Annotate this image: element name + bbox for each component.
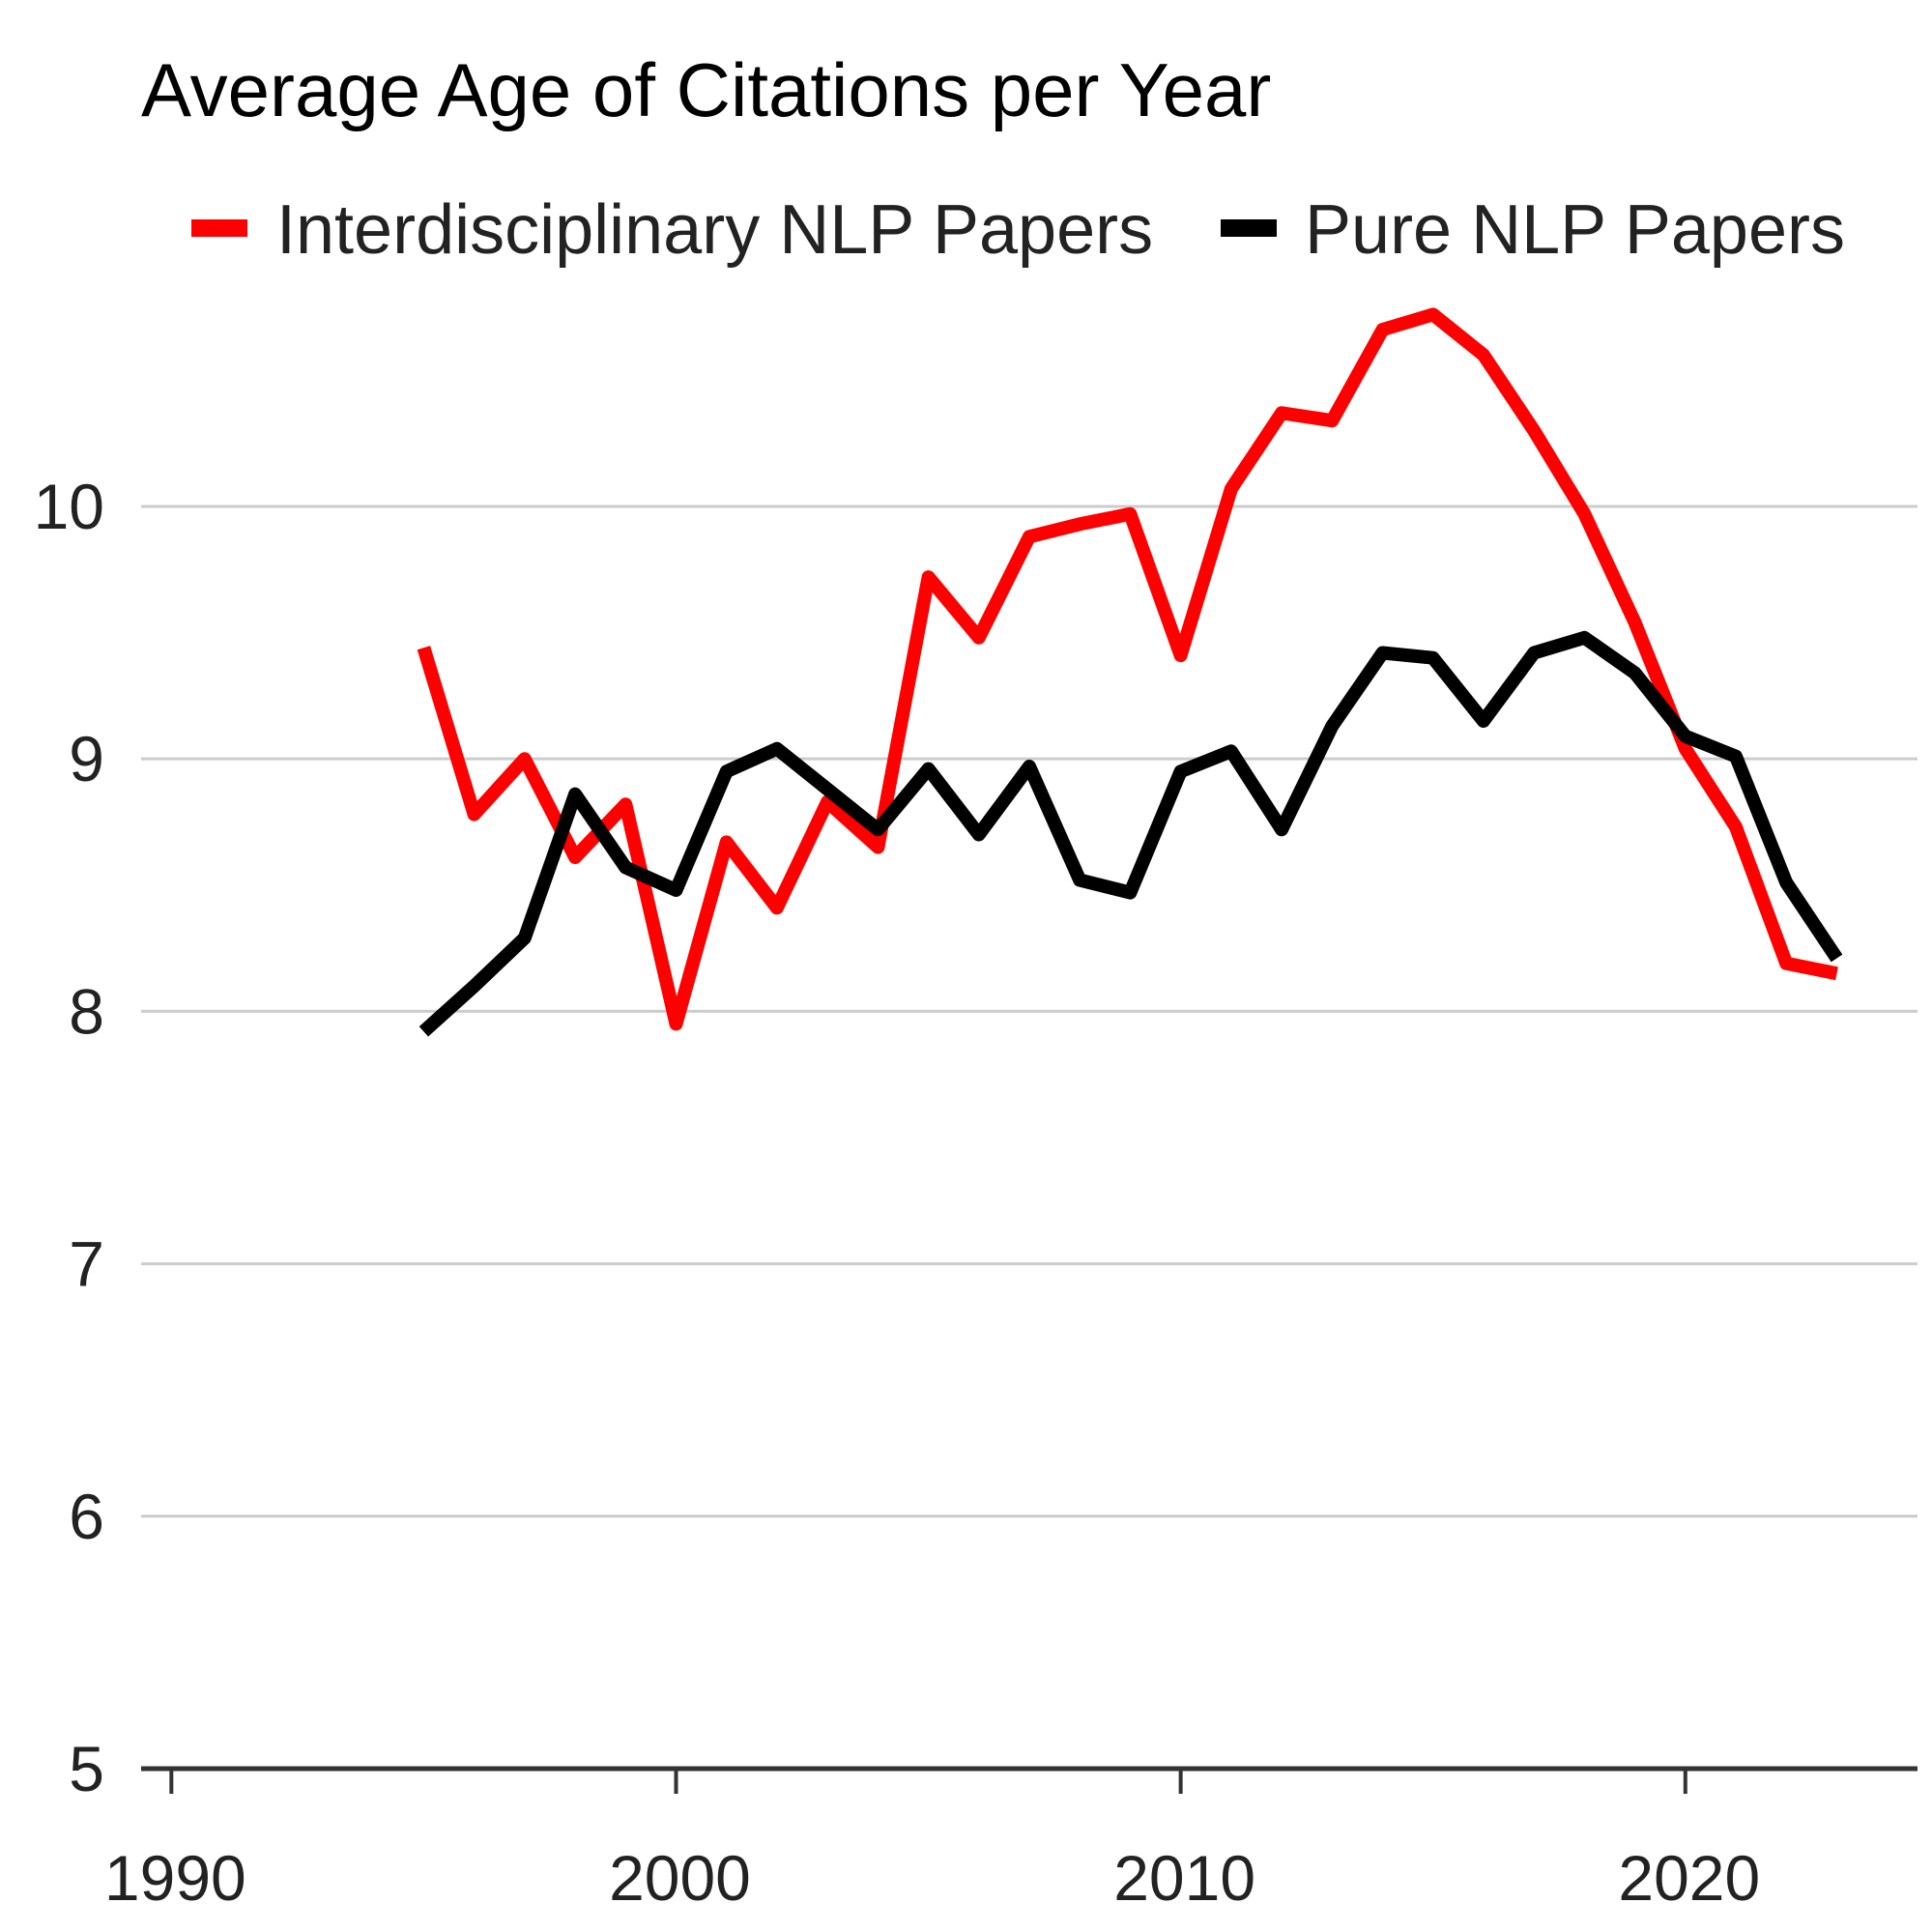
y-tick-label: 9 xyxy=(69,723,104,794)
x-tick-label: 1990 xyxy=(104,1842,246,1914)
legend: Interdisciplinary NLP Papers Pure NLP Pa… xyxy=(191,191,1845,269)
y-axis-tick-labels: 5 6 7 8 9 10 xyxy=(34,471,104,1804)
legend-swatch-pure xyxy=(1221,219,1277,237)
y-tick-label: 7 xyxy=(69,1228,104,1300)
legend-label-interdisciplinary: Interdisciplinary NLP Papers xyxy=(276,191,1153,269)
x-tick-label: 2000 xyxy=(609,1842,751,1914)
series-line-pure xyxy=(418,630,1843,1037)
series-lines xyxy=(417,307,1843,1037)
y-tick-label: 5 xyxy=(69,1733,104,1804)
legend-swatch-interdisciplinary xyxy=(191,219,247,237)
x-tick-label: 2010 xyxy=(1113,1842,1255,1914)
chart-title: Average Age of Citations per Year xyxy=(141,47,1271,132)
legend-label-pure: Pure NLP Papers xyxy=(1305,191,1845,269)
y-tick-label: 6 xyxy=(69,1481,104,1552)
x-tick-label: 2020 xyxy=(1618,1842,1760,1914)
y-tick-label: 8 xyxy=(69,975,104,1047)
x-axis-ticks: 1990 2000 2010 2020 xyxy=(104,1769,1760,1914)
series-line-interdisciplinary xyxy=(417,307,1838,1031)
y-tick-label: 10 xyxy=(34,471,104,542)
